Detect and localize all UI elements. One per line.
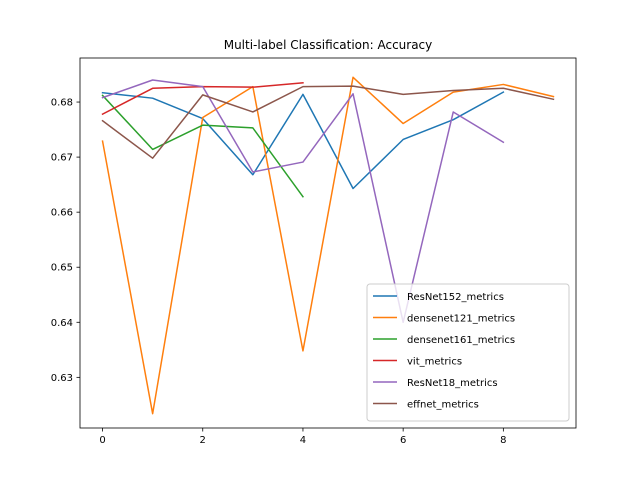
- y-axis: 0.63 0.64 0.65 0.66 0.67 0.68: [51, 98, 80, 384]
- y-tick-label: 0.63: [51, 373, 73, 384]
- legend-label: ResNet152_metrics: [407, 292, 504, 303]
- x-tick-label: 2: [200, 435, 206, 446]
- series-layer: [101, 76, 555, 415]
- x-tick-label: 8: [500, 435, 506, 446]
- plot-frame: [79, 57, 577, 429]
- legend-label: effnet_metrics: [407, 400, 479, 411]
- series-line-ResNet18_metrics: [101, 79, 505, 324]
- y-tick-label: 0.67: [51, 153, 73, 164]
- x-tick-label: 0: [99, 435, 105, 446]
- x-tick-label: 4: [300, 435, 306, 446]
- y-tick-label: 0.65: [51, 263, 73, 274]
- x-tick-label: 6: [400, 435, 406, 446]
- legend: ResNet152_metrics densenet121_metricsdens…: [366, 283, 570, 422]
- x-axis: 0 2 4 6 8: [99, 428, 507, 446]
- series-line-densenet121_metrics: [101, 76, 555, 415]
- legend-label: densenet121_metrics: [407, 314, 515, 325]
- y-tick-label: 0.64: [51, 318, 73, 329]
- series-line-densenet161_metrics: [101, 94, 304, 198]
- chart-title: Multi-label Classification: Accuracy: [224, 38, 433, 52]
- legend-label: ResNet18_metrics: [407, 378, 498, 389]
- y-tick-label: 0.68: [51, 98, 73, 109]
- y-tick-label: 0.66: [51, 208, 73, 219]
- legend-label: densenet161_metrics: [407, 335, 515, 346]
- series-line-effnet_metrics: [101, 85, 555, 159]
- legend-label: vit_metrics: [407, 357, 462, 368]
- series-line-ResNet152_metrics: [101, 91, 505, 190]
- legend-box: [366, 283, 570, 422]
